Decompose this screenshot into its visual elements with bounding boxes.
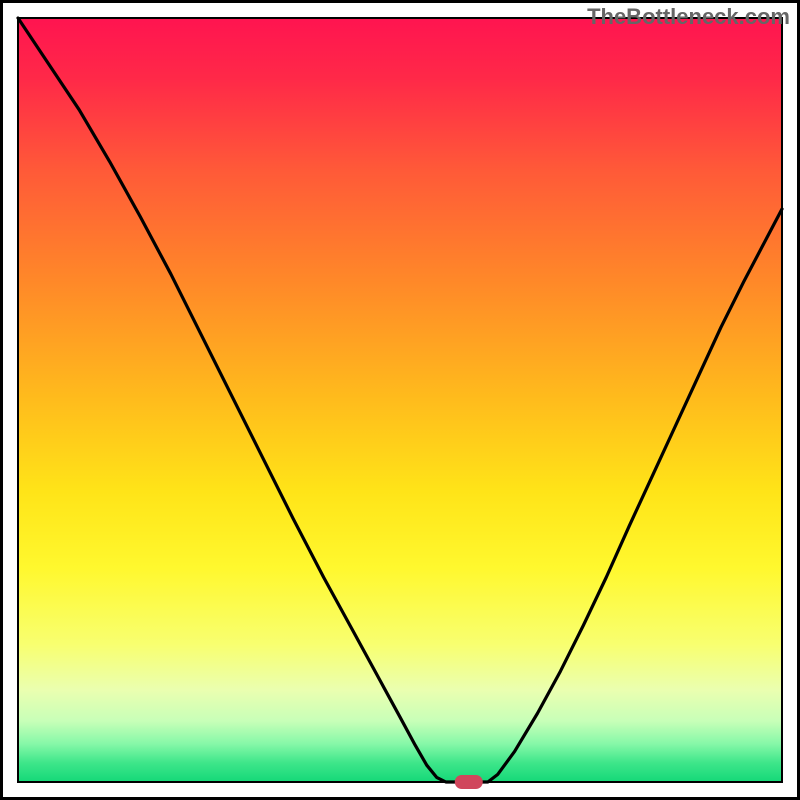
watermark-text: TheBottleneck.com — [587, 4, 790, 30]
bottleneck-chart — [0, 0, 800, 800]
optimal-marker — [455, 775, 483, 789]
plot-area — [18, 18, 782, 782]
chart-container: TheBottleneck.com — [0, 0, 800, 800]
